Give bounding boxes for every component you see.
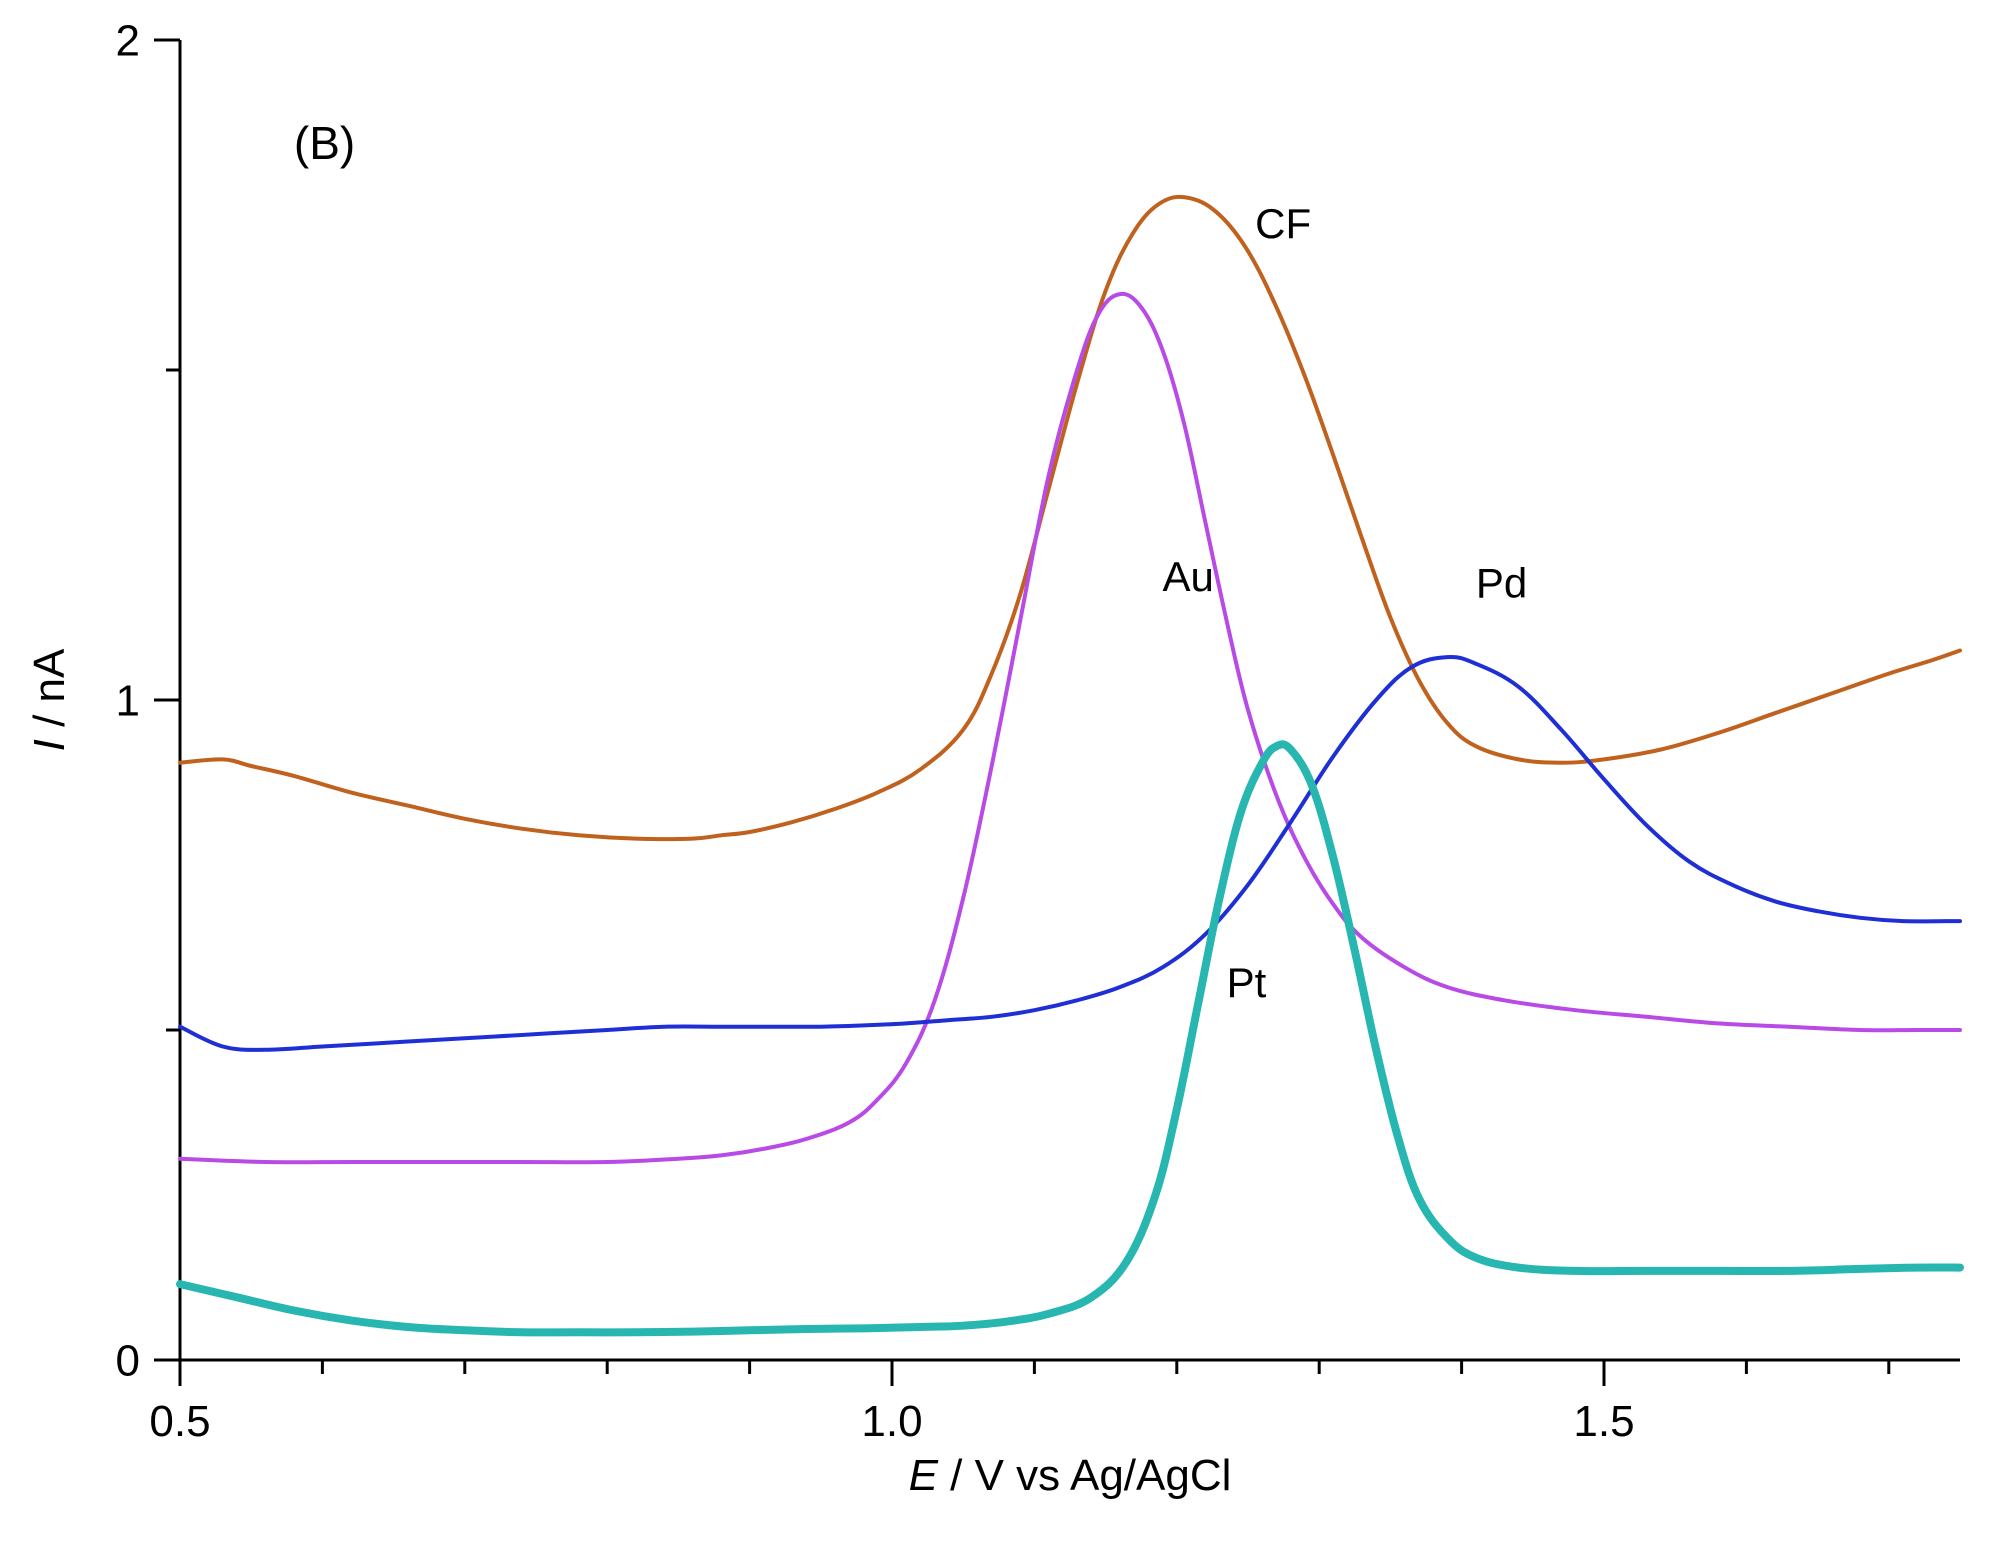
x-axis-title: E / V vs Ag/AgCl xyxy=(909,1451,1232,1500)
y-axis-title: I / nA xyxy=(25,648,74,751)
series-label-pt: Pt xyxy=(1227,959,1267,1006)
series-label-pd: Pd xyxy=(1476,560,1527,607)
series-label-cf: CF xyxy=(1255,200,1311,247)
series-cf xyxy=(180,197,1960,839)
series-pd xyxy=(180,657,1960,1050)
y-tick-label: 2 xyxy=(116,16,140,65)
series-label-au: Au xyxy=(1163,553,1214,600)
y-tick-label: 1 xyxy=(116,676,140,725)
x-tick-label: 0.5 xyxy=(149,1397,210,1446)
x-tick-label: 1.0 xyxy=(861,1397,922,1446)
chart-svg: 0.5 1.0 1.5 0 1 2 E / V vs Ag/AgCl I / nA (B) CF A… xyxy=(0,0,2002,1550)
series-au xyxy=(180,294,1960,1162)
panel-label: (B) xyxy=(294,117,355,169)
x-tick-label: 1.5 xyxy=(1573,1397,1634,1446)
y-tick-label: 0 xyxy=(116,1336,140,1385)
chart-container: 0.5 1.0 1.5 0 1 2 E / V vs Ag/AgCl I / nA (B) CF A… xyxy=(0,0,2002,1550)
